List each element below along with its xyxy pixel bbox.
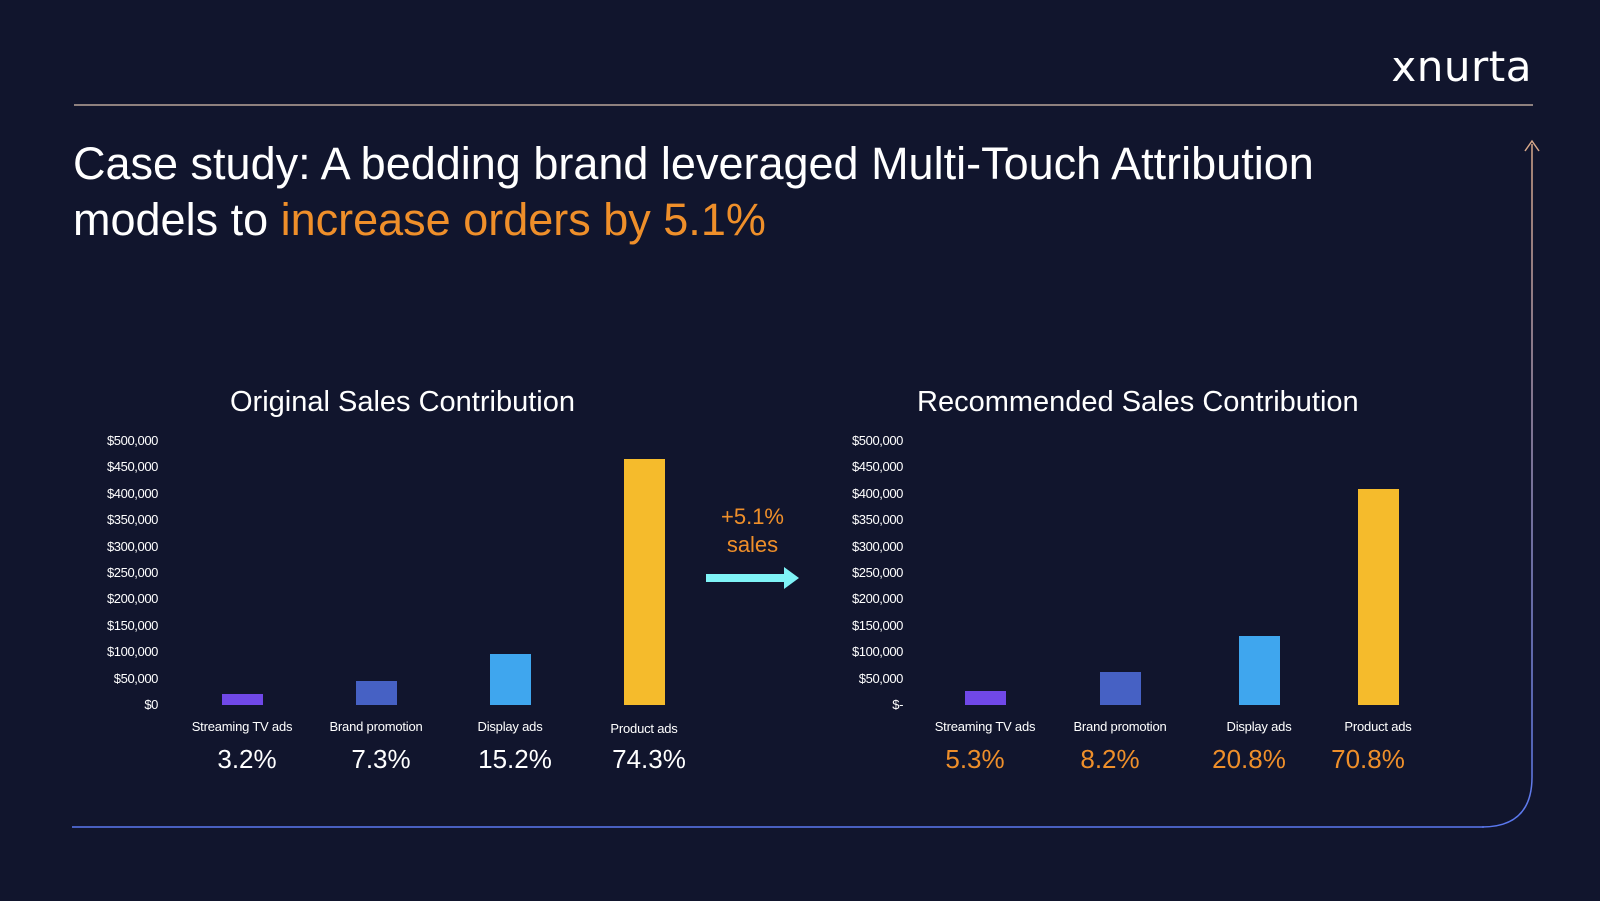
original-share-label: 74.3% (612, 744, 686, 774)
original-y-tick: $400,000 (106, 485, 158, 501)
original-y-tick: $300,000 (106, 538, 158, 554)
original-chart-title: Original Sales Contribution (230, 386, 575, 418)
original-bar-display-ads (489, 654, 531, 705)
recommended-share-label: 70.8% (1331, 744, 1405, 774)
recommended-share-label: 20.8% (1212, 744, 1286, 774)
original-share-label: 15.2% (478, 744, 552, 774)
recommended-y-tick: $50,000 (858, 670, 904, 686)
recommended-category-label: Product ads (1344, 719, 1412, 734)
recommended-bar-display-ads (1238, 636, 1280, 705)
original-category-label: Brand promotion (329, 719, 423, 734)
original-y-tick: $200,000 (106, 591, 158, 607)
original-bar-product-ads (623, 458, 665, 705)
recommended-y-tick: $100,000 (851, 644, 903, 660)
original-bar-brand-promotion (355, 680, 397, 705)
recommended-share-label: 8.2% (1080, 744, 1140, 774)
sales-change-caption: sales (726, 532, 779, 557)
original-category-label: Display ads (477, 719, 543, 734)
sales-change-label: +5.1% sales (700, 503, 805, 559)
original-category-label: Streaming TV ads (191, 719, 293, 734)
original-y-tick: $250,000 (106, 565, 158, 580)
brand-logo: xnurta (1391, 42, 1532, 91)
recommended-y-tick: $450,000 (851, 459, 903, 475)
title-highlight: increase orders by 5.1% (280, 194, 766, 245)
right-frame-line (1481, 144, 1533, 828)
original-category-label: Product ads (610, 721, 678, 736)
recommended-category-label: Display ads (1226, 719, 1292, 734)
original-y-tick: $500,000 (106, 433, 158, 448)
original-y-tick: $350,000 (106, 512, 158, 528)
original-bar-streaming-tv-ads (221, 694, 263, 705)
original-y-tick: $0 (144, 697, 158, 712)
recommended-y-tick: $300,000 (851, 538, 903, 554)
page-title: Case study: A bedding brand leveraged Mu… (73, 136, 1373, 248)
original-y-tick: $100,000 (106, 644, 158, 660)
recommended-y-tick: $- (892, 697, 903, 712)
recommended-share-label: 5.3% (945, 744, 1005, 774)
recommended-bar-product-ads (1357, 489, 1399, 705)
recommended-y-tick: $250,000 (851, 565, 903, 580)
recommended-y-tick: $150,000 (851, 617, 903, 633)
recommended-bar-brand-promotion (1099, 672, 1141, 705)
recommended-y-tick: $200,000 (851, 591, 903, 607)
up-arrow-icon (1524, 139, 1540, 152)
original-y-tick: $50,000 (113, 670, 159, 686)
right-arrow-icon (706, 567, 799, 589)
sales-change-value: +5.1% (721, 504, 784, 529)
original-share-label: 7.3% (351, 744, 411, 774)
original-y-tick: $450,000 (106, 459, 158, 475)
recommended-y-tick: $350,000 (851, 512, 903, 528)
original-y-tick: $150,000 (106, 617, 158, 633)
original-share-label: 3.2% (217, 744, 277, 774)
recommended-y-tick: $400,000 (851, 485, 903, 501)
title-prefix: Case study: A bedding brand leveraged Mu… (73, 138, 1314, 245)
recommended-y-tick: $500,000 (851, 433, 903, 448)
recommended-bar-streaming-tv-ads (964, 691, 1006, 705)
recommended-chart-title: Recommended Sales Contribution (917, 386, 1359, 418)
recommended-category-label: Brand promotion (1073, 719, 1167, 734)
recommended-category-label: Streaming TV ads (934, 719, 1036, 734)
